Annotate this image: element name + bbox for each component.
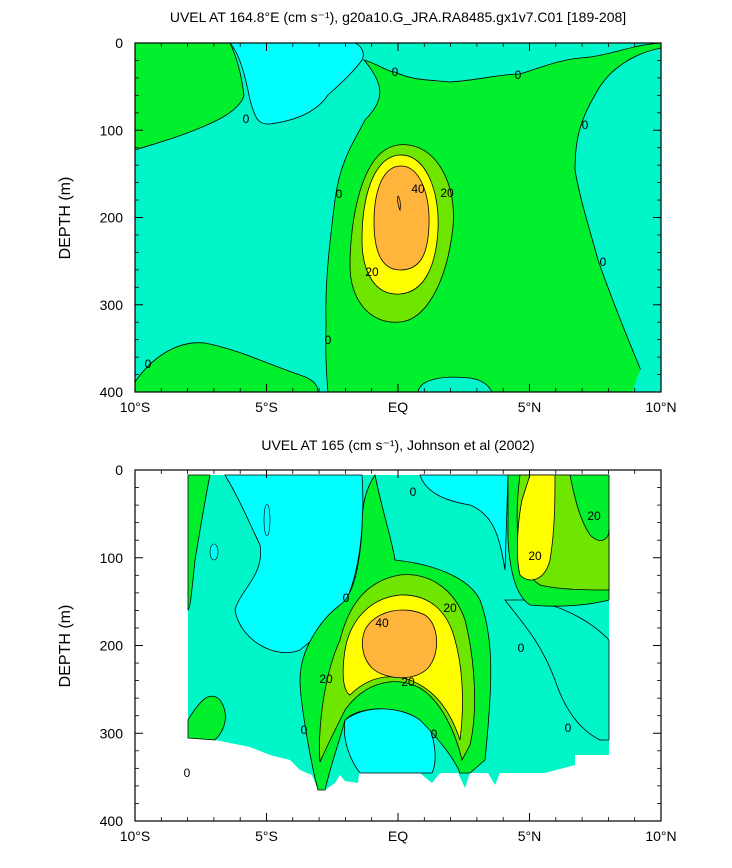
bottom-xtick-label: 5°N (518, 828, 542, 844)
top-ytick-label: 0 (115, 35, 123, 51)
bottom-title: UVEL AT 165 (cm s⁻¹), Johnson et al (200… (261, 437, 534, 453)
top-plot-area (134, 42, 662, 393)
top-inner-contour (397, 195, 401, 212)
bottom-label-0d: 0 (301, 723, 308, 737)
top-ylabel: DEPTH (m) (57, 177, 74, 260)
bottom-xtick-label: 10°N (645, 828, 676, 844)
bottom-xtick-label: 5°S (255, 828, 278, 844)
top-fill-0-10-bottom (417, 376, 493, 393)
bottom-ytick-label: 400 (100, 813, 124, 829)
panel-top: UVEL AT 164.8°E (cm s⁻¹), g20a10.G_JRA.R… (57, 9, 677, 415)
top-ytick-label: 400 (100, 384, 124, 400)
bottom-fill-below0-left (224, 474, 364, 653)
bottom-plot-area (187, 473, 610, 791)
bottom-ytick-label: 0 (115, 462, 123, 478)
bottom-fill-below0-small2 (263, 503, 271, 537)
top-title: UVEL AT 164.8°E (cm s⁻¹), g20a10.G_JRA.R… (170, 9, 626, 25)
bottom-label-0a: 0 (410, 485, 417, 499)
bottom-fill-10-20-leftedge (187, 474, 211, 611)
bottom-label-20e: 20 (401, 675, 415, 689)
bottom-fill-0-10-right (504, 599, 610, 741)
bottom-ytick-label: 200 (100, 638, 124, 654)
bottom-fill-below0-small1 (209, 543, 219, 561)
top-xtick-label: 10°N (645, 399, 676, 415)
bottom-label-0b: 0 (343, 591, 350, 605)
bottom-label-0c: 0 (518, 641, 525, 655)
top-xtick-label: EQ (388, 399, 408, 415)
bottom-label-20c: 20 (443, 601, 457, 615)
top-label-0c: 0 (515, 68, 522, 82)
top-contour-labels: 0 0 0 0 0 0 0 0 20 20 40 (145, 65, 607, 371)
top-fill-below0-top (229, 42, 364, 125)
top-label-20a: 20 (440, 186, 454, 200)
top-label-0f: 0 (600, 255, 607, 269)
top-label-0d: 0 (582, 118, 589, 132)
top-ytick-label: 100 (100, 122, 124, 138)
top-label-0b: 0 (392, 65, 399, 79)
bottom-fill-below0-top (419, 474, 509, 571)
top-fill-0-10-bottomright (632, 320, 661, 392)
bottom-fill-30-40-right (517, 474, 556, 581)
bottom-contour-labels: 0 0 0 0 0 0 0 20 20 20 20 20 40 (184, 485, 601, 780)
top-ytick-label: 300 (100, 297, 124, 313)
bottom-label-40: 40 (375, 616, 389, 630)
bottom-fill-10-20-bottomleft (187, 695, 226, 741)
bottom-label-20d: 20 (319, 672, 333, 686)
panel-bottom: UVEL AT 165 (cm s⁻¹), Johnson et al (200… (57, 437, 677, 844)
bottom-label-20a: 20 (587, 509, 601, 523)
bottom-ytick-label: 300 (100, 725, 124, 741)
top-fill-40-50 (373, 165, 430, 271)
bottom-xtick-label: EQ (388, 828, 408, 844)
top-label-0e: 0 (336, 187, 343, 201)
top-ytick-label: 200 (100, 210, 124, 226)
bottom-xtick-label: 10°S (120, 828, 151, 844)
bottom-fill-40-50 (361, 609, 438, 679)
top-xtick-label: 10°S (120, 399, 151, 415)
top-label-40: 40 (411, 182, 425, 196)
bottom-ytick-label: 100 (100, 550, 124, 566)
bottom-label-20b: 20 (528, 549, 542, 563)
bottom-label-0e: 0 (431, 727, 438, 741)
bottom-label-0f: 0 (565, 721, 572, 735)
top-label-0a: 0 (243, 112, 250, 126)
top-xtick-label: 5°S (255, 399, 278, 415)
top-label-0g: 0 (325, 333, 332, 347)
top-xtick-label: 5°N (518, 399, 542, 415)
top-label-0h: 0 (145, 357, 152, 371)
top-fill-10-20-bottomleft (134, 342, 319, 393)
bottom-label-0g: 0 (184, 766, 191, 780)
top-fill-10-20-topleft (134, 42, 245, 151)
top-label-20b: 20 (365, 265, 379, 279)
bottom-ylabel: DEPTH (m) (57, 605, 74, 688)
